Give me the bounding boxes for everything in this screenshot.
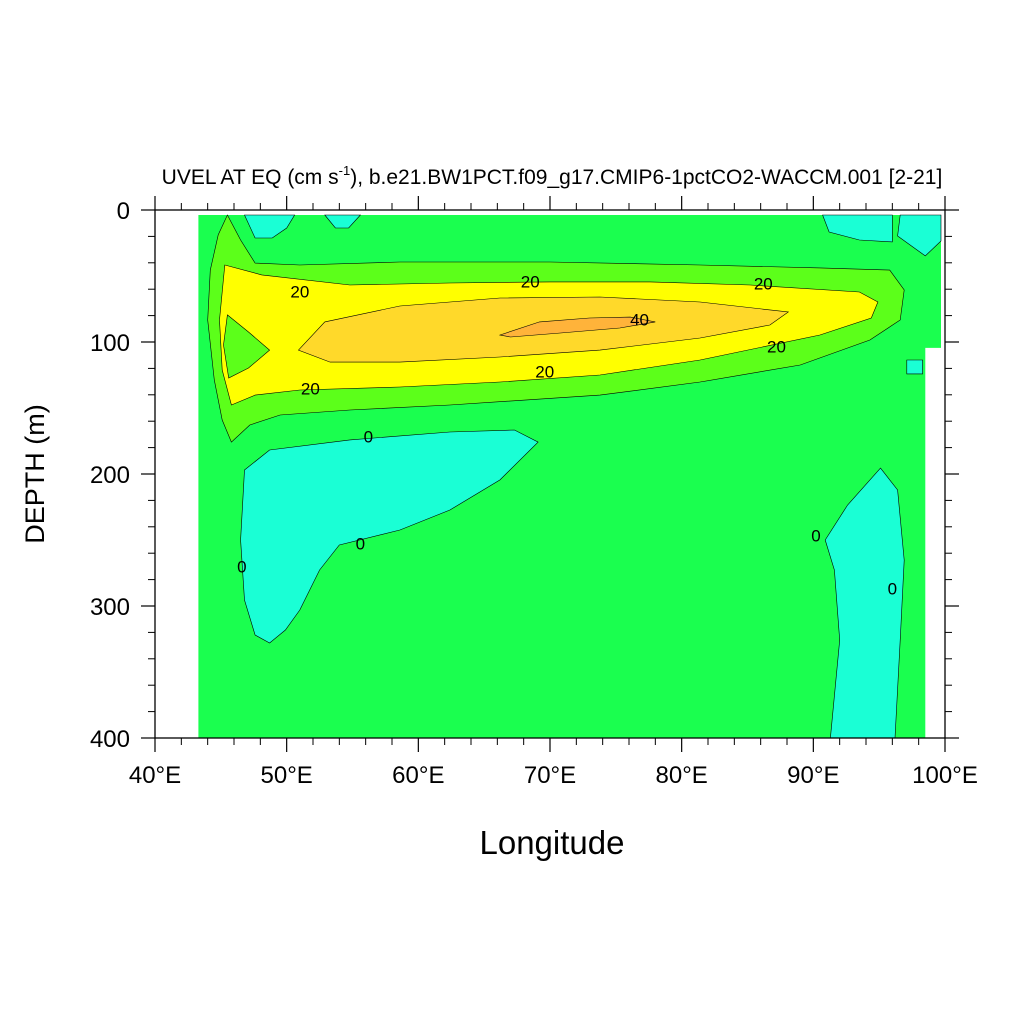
x-axis-title: Longitude (480, 824, 625, 861)
contour-label: 20 (754, 274, 773, 293)
contour-label: 0 (237, 557, 246, 576)
contour-fill (906, 359, 923, 375)
contour-fill (324, 214, 362, 229)
contour-label: 20 (767, 337, 786, 356)
contour-fill (240, 429, 539, 644)
contour-label: 40 (630, 310, 649, 329)
y-tick-label: 200 (90, 462, 130, 489)
x-tick-label: 100°E (912, 762, 978, 789)
contour-label: 20 (521, 272, 540, 291)
title-superscript: -1 (339, 163, 351, 178)
contour-fill (822, 214, 893, 243)
contour-label: 0 (364, 427, 373, 446)
title-text: UVEL AT EQ (cm s (162, 166, 339, 189)
y-axis-title: DEPTH (m) (20, 404, 50, 543)
contour-fill (897, 214, 942, 257)
contour-fill (498, 316, 656, 338)
y-tick-label: 100 (90, 330, 130, 357)
x-tick-label: 70°E (524, 762, 576, 789)
x-tick-label: 50°E (261, 762, 313, 789)
contour-label: 0 (811, 526, 820, 545)
contour-label: 0 (356, 535, 365, 554)
x-tick-label: 90°E (787, 762, 839, 789)
contour-label: 20 (301, 380, 320, 399)
contour-fill (223, 314, 271, 379)
chart-title: UVEL AT EQ (cm s-1), b.e21.BW1PCT.f09_g1… (162, 163, 943, 189)
y-tick-label: 300 (90, 594, 130, 621)
contour-label: 20 (535, 363, 554, 382)
y-tick-label: 0 (117, 198, 130, 225)
y-tick-label: 400 (90, 726, 130, 753)
title-text: ), b.e21.BW1PCT.f09_g17.CMIP6-1pctCO2-WA… (350, 166, 942, 189)
x-tick-label: 60°E (392, 762, 444, 789)
contour-label: 20 (290, 283, 309, 302)
x-tick-label: 40°E (129, 762, 181, 789)
contour-label: 0 (888, 580, 897, 599)
x-tick-label: 80°E (656, 762, 708, 789)
contour-fill (244, 214, 296, 239)
